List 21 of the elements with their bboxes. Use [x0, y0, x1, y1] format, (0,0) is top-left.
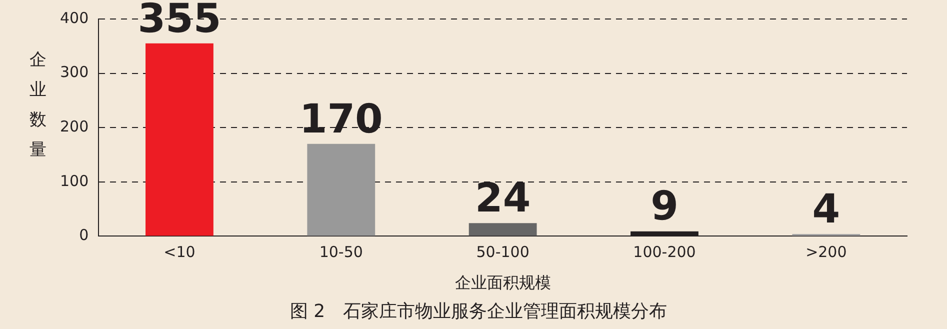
x-tick-label: 10-50 [319, 243, 363, 262]
data-label: 4 [812, 186, 840, 232]
x-tick-label: 50-100 [476, 243, 530, 262]
y-tick-label: 0 [79, 226, 89, 244]
x-tick-label: <10 [164, 243, 196, 262]
y-tick-label: 300 [60, 63, 89, 82]
y-tick-label: 400 [60, 8, 89, 27]
x-tick-label: >200 [806, 243, 847, 262]
y-axis-title: 企业数量 [28, 49, 48, 162]
x-axis-title: 企业面积规模 [454, 272, 551, 292]
bar [307, 144, 376, 236]
bar [146, 43, 214, 236]
data-label: 9 [650, 184, 678, 230]
data-label: 355 [138, 0, 222, 42]
data-label: 24 [474, 176, 531, 222]
text: 图 2 石家庄市物业服务企业管理面积规模分布 [290, 300, 668, 322]
y-tick-label: 100 [60, 172, 89, 190]
y-tick-label: 200 [60, 117, 89, 136]
data-label: 170 [299, 96, 383, 142]
x-tick-label: 100-200 [633, 243, 696, 262]
bar [468, 223, 537, 236]
